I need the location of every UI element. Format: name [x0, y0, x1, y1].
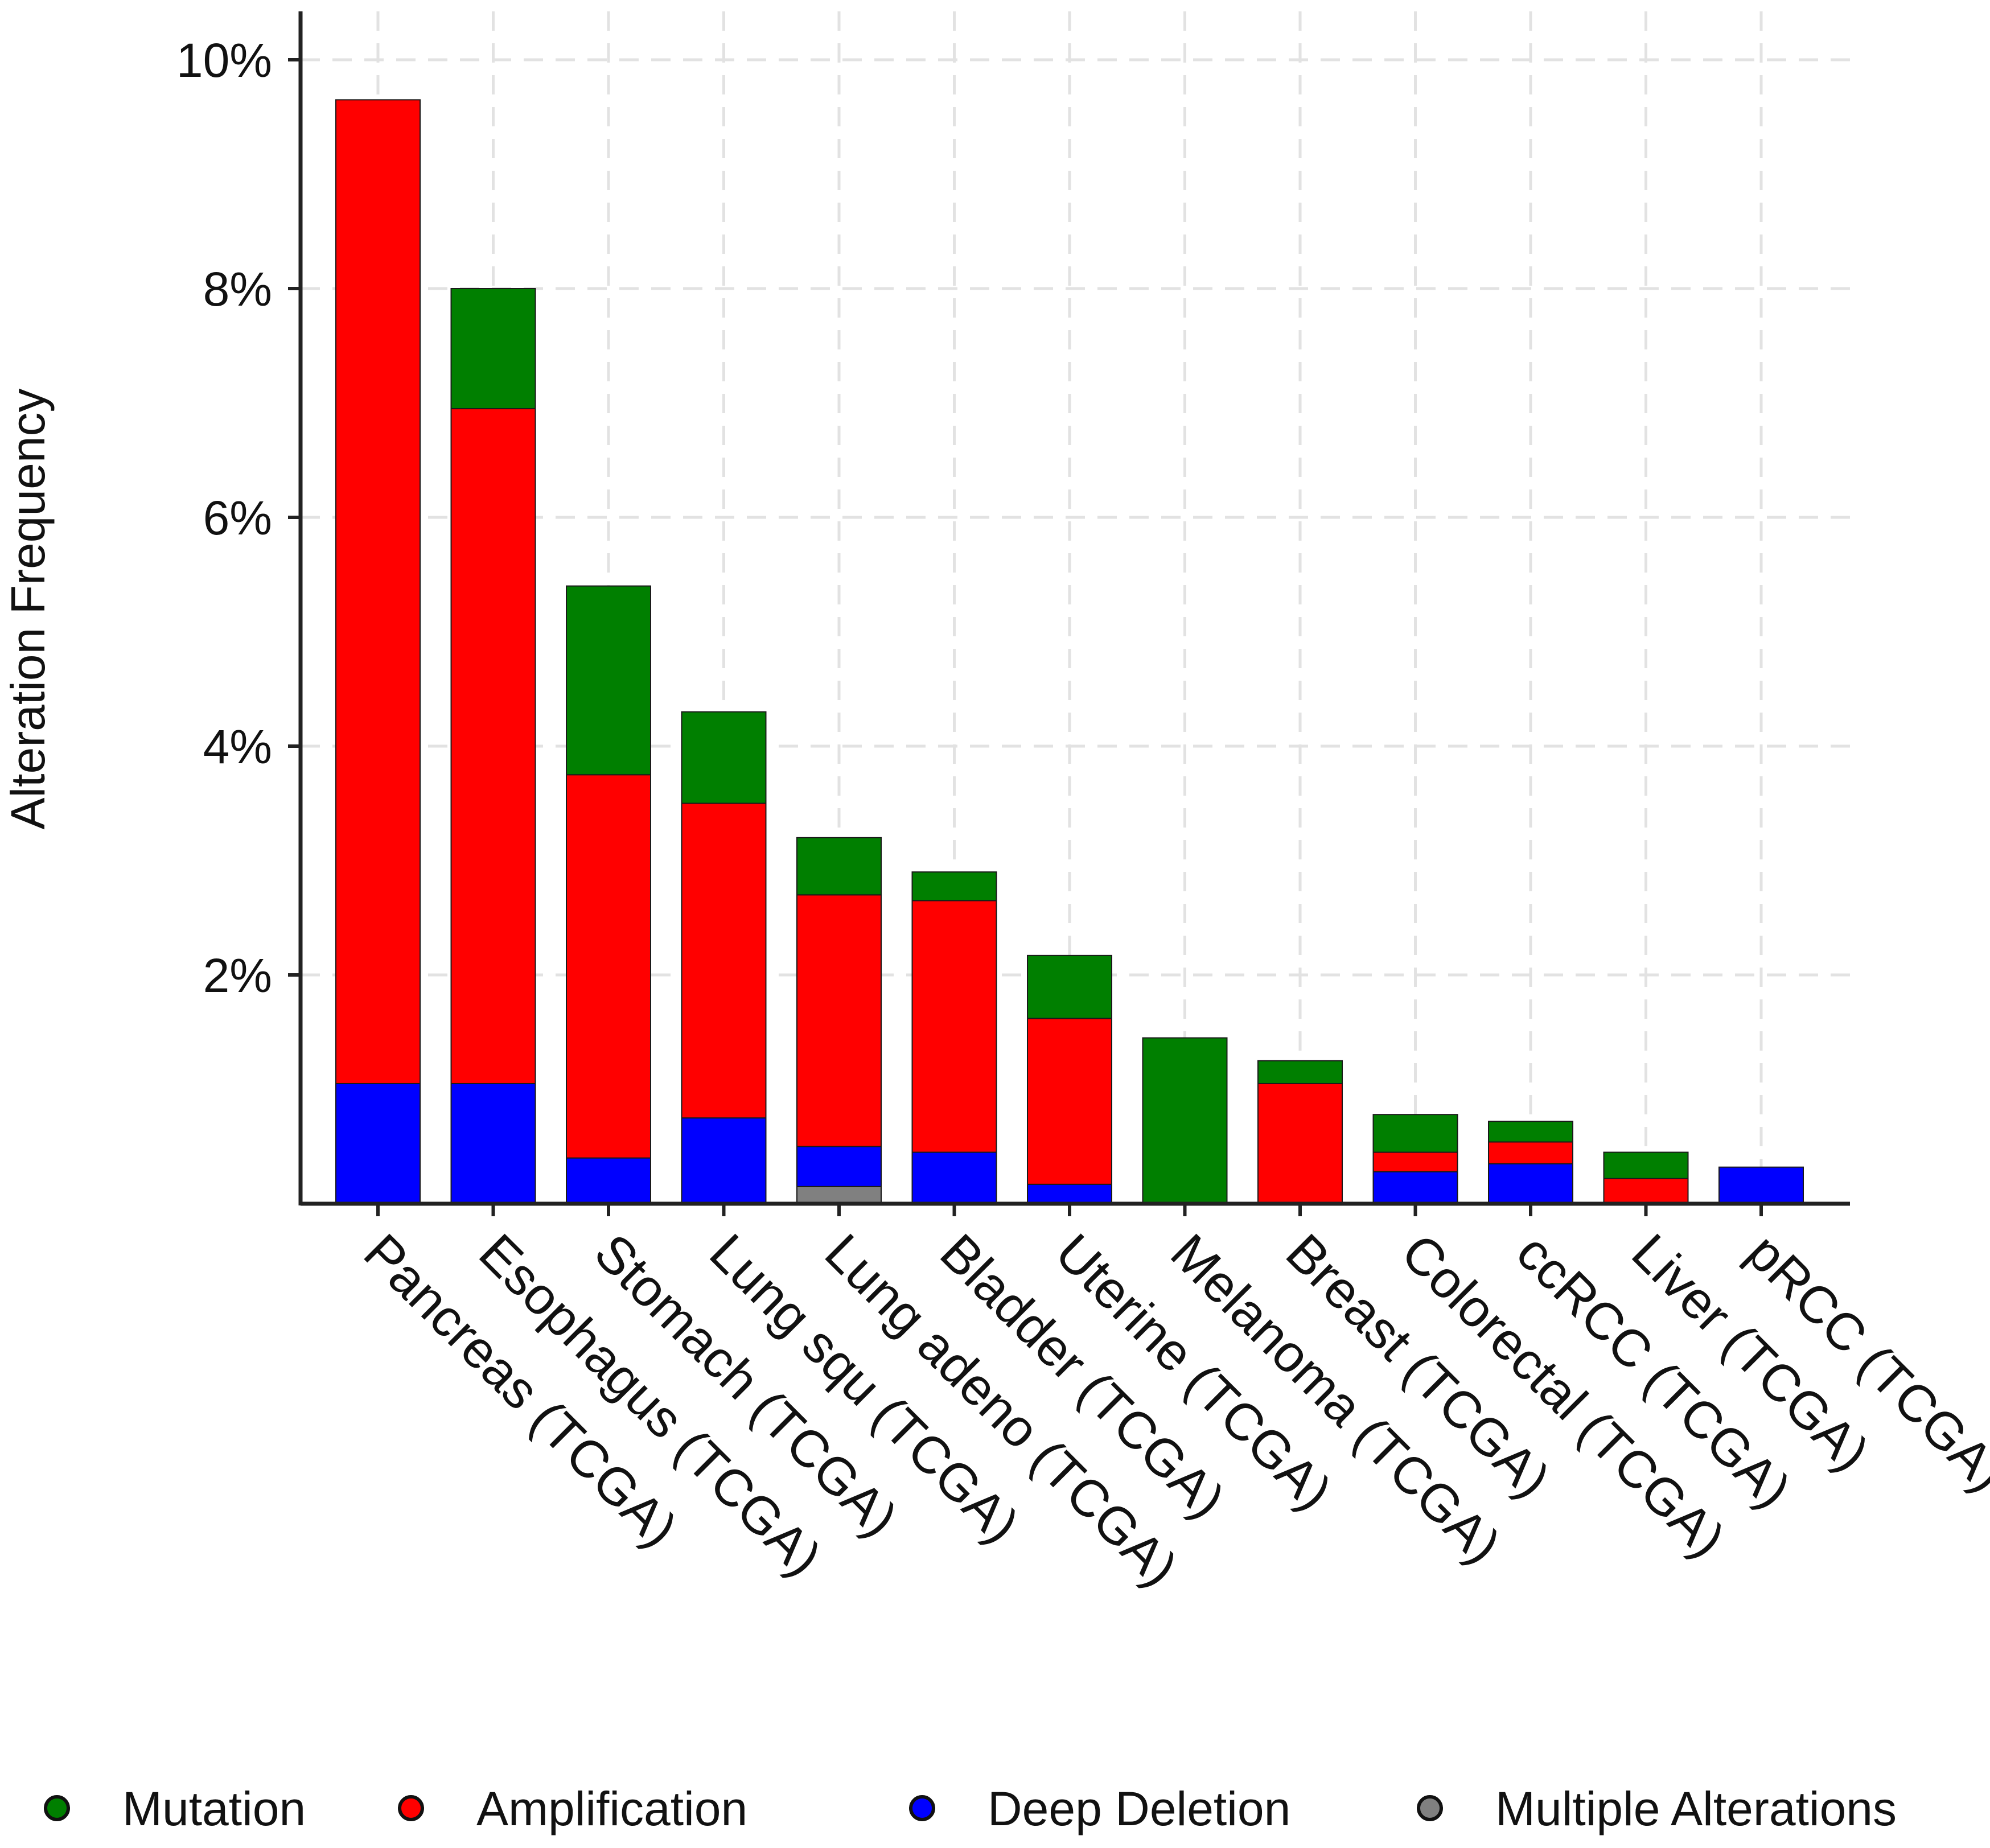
bar-segment-deep-deletion	[1027, 1183, 1112, 1205]
legend-label: Multiple Alterations	[1495, 1782, 1897, 1835]
bar-segment-amplification	[1372, 1151, 1458, 1172]
bar-segment-multiple-alterations	[796, 1186, 882, 1205]
bar-segment-amplification	[911, 900, 997, 1153]
bar-segment-deep-deletion	[1718, 1166, 1804, 1204]
bar-segment-amplification	[681, 802, 767, 1119]
legend-label: Deep Deletion	[988, 1782, 1290, 1835]
y-axis-ticks: 2% 4% 6% 8% 10%	[176, 34, 301, 1002]
legend-marker-amplification	[398, 1795, 424, 1821]
bar-segment-deep-deletion	[566, 1157, 651, 1204]
bar-segment-mutation	[796, 837, 882, 896]
bar-segment-mutation	[1603, 1151, 1689, 1179]
bar-segment-mutation	[1488, 1121, 1573, 1143]
bar-segment-deep-deletion	[450, 1083, 536, 1204]
bar-segment-mutation	[1027, 954, 1112, 1019]
legend-marker-multiple-alterations	[1417, 1795, 1443, 1821]
bar-segment-mutation	[911, 871, 997, 902]
legend-label: Amplification	[476, 1782, 747, 1835]
bar-segment-deep-deletion	[681, 1117, 767, 1204]
bar-segment-mutation	[1372, 1114, 1458, 1153]
legend: Mutation Amplification Deep Deletion Multip…	[44, 1782, 1897, 1835]
bar-segment-deep-deletion	[911, 1151, 997, 1205]
bar-segment-mutation	[1257, 1060, 1343, 1084]
bar-segment-deep-deletion	[1488, 1163, 1573, 1205]
y-tick-label: 10%	[176, 34, 272, 87]
y-tick-label: 4%	[203, 720, 272, 773]
bars	[335, 99, 1804, 1205]
axes	[298, 11, 1850, 1206]
bar-segment-deep-deletion	[796, 1146, 882, 1187]
legend-marker-deep-deletion	[909, 1795, 935, 1821]
legend-label: Mutation	[122, 1782, 306, 1835]
bar-segment-mutation	[681, 711, 767, 804]
bar-segment-amplification	[1257, 1083, 1343, 1204]
bar-segment-deep-deletion	[1372, 1171, 1458, 1204]
bar-segment-amplification	[450, 408, 536, 1084]
y-tick-label: 2%	[203, 949, 272, 1002]
bar-segment-amplification	[796, 894, 882, 1147]
bar-segment-mutation	[450, 288, 536, 410]
y-tick-label: 6%	[203, 491, 272, 545]
bar-segment-amplification	[1488, 1141, 1573, 1164]
bar-segment-amplification	[1027, 1018, 1112, 1185]
legend-marker-mutation	[44, 1795, 70, 1821]
bar-segment-amplification	[1603, 1178, 1689, 1205]
bar-segment-deep-deletion	[335, 1083, 421, 1204]
bar-segment-amplification	[566, 774, 651, 1159]
bar-segment-mutation	[566, 585, 651, 776]
grid-lines	[301, 11, 1850, 1205]
y-tick-label: 8%	[203, 262, 272, 316]
bar-segment-mutation	[1142, 1037, 1228, 1205]
bar-segment-amplification	[335, 99, 421, 1084]
y-axis-title: Alteration Frequency	[1, 388, 55, 829]
x-axis-category-labels: Pancreas (TCGA)Esophagus (TCGA)Stomach (…	[353, 1204, 1990, 1598]
